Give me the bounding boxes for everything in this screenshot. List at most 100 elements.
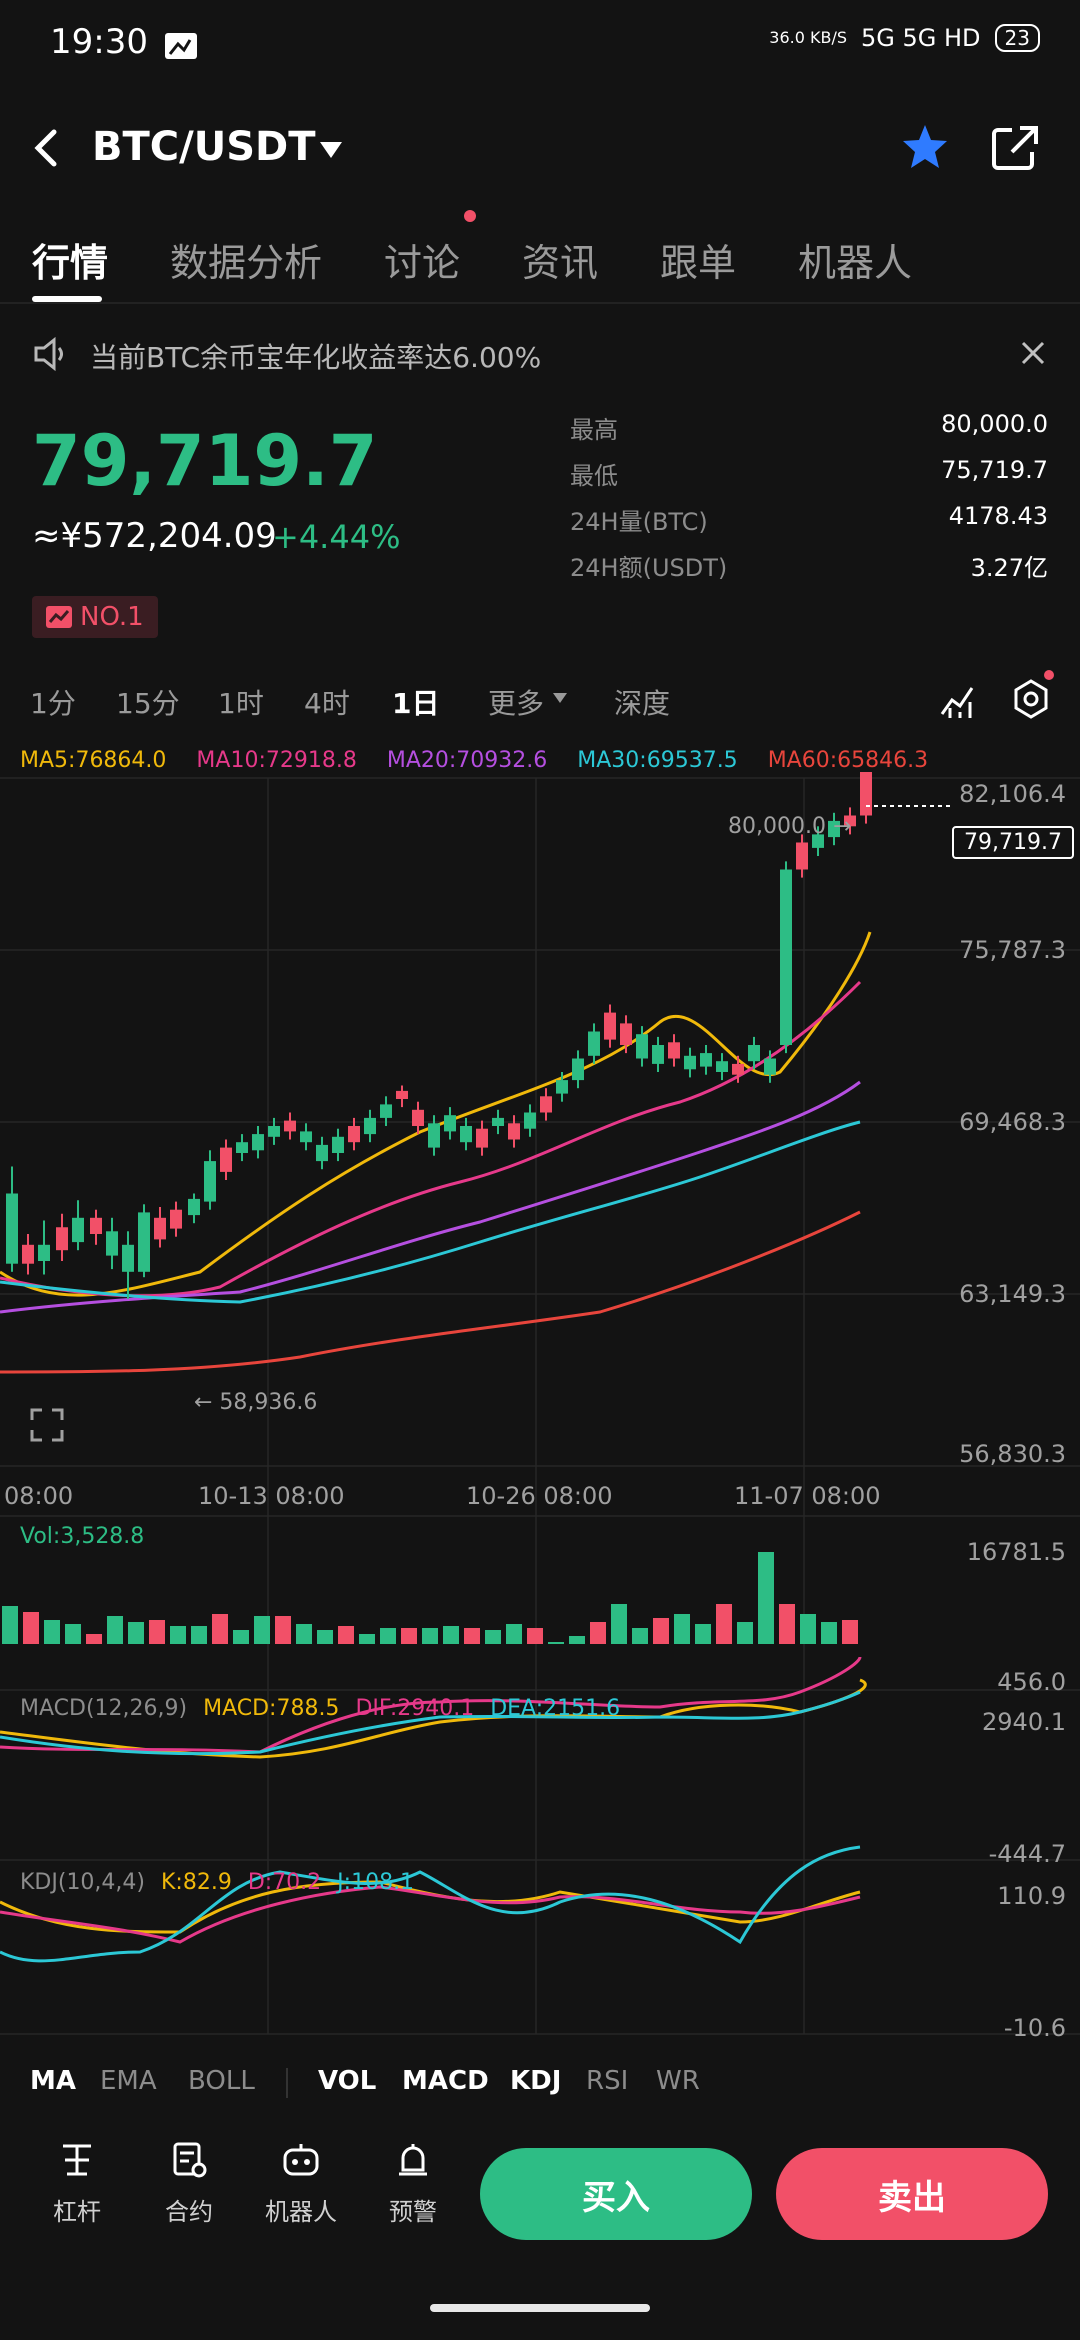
kdj-min: -10.6 <box>1003 2014 1066 2042</box>
candle-body <box>524 1112 536 1129</box>
tab-copy-trading[interactable]: 跟单 <box>660 241 737 285</box>
candle-body <box>22 1244 34 1264</box>
rank-badge[interactable]: NO.1 <box>32 596 158 638</box>
bottom-bot[interactable]: 机器人 <box>256 2140 346 2227</box>
share-icon[interactable] <box>990 124 1040 172</box>
volume-bar <box>275 1616 291 1644</box>
indicator-boll[interactable]: BOLL <box>188 2066 255 2096</box>
indicator-vol[interactable]: VOL <box>318 2066 377 2096</box>
candle-body <box>90 1217 102 1234</box>
candle-body <box>380 1104 392 1118</box>
candle-body <box>636 1034 648 1059</box>
volume-bar <box>842 1620 858 1644</box>
tab-bots[interactable]: 机器人 <box>798 241 913 285</box>
candle-body <box>556 1080 568 1094</box>
indicator-macd[interactable]: MACD <box>402 2066 489 2096</box>
bottom-leverage[interactable]: 杠杆 <box>32 2140 122 2227</box>
last-price-tag: 79,719.7 <box>952 826 1074 859</box>
tab-data-analysis[interactable]: 数据分析 <box>170 241 323 285</box>
tab-market[interactable]: 行情 <box>32 241 109 285</box>
stat-low-value: 75,719.7 <box>941 456 1048 484</box>
last-price: 79,719.7 <box>32 420 378 502</box>
ma-legend: MA5:76864.0 MA10:72918.8 MA20:70932.6 MA… <box>20 748 928 773</box>
volume-bar <box>86 1634 102 1644</box>
price-change: +4.44% <box>272 518 401 556</box>
timeframe-depth[interactable]: 深度 <box>614 687 671 720</box>
speaker-icon <box>34 336 63 372</box>
volume-bar <box>443 1626 459 1644</box>
bottom-alert[interactable]: 预警 <box>368 2140 458 2227</box>
timeframe-1m[interactable]: 1分 <box>30 687 76 720</box>
indicator-wr[interactable]: WR <box>656 2066 700 2096</box>
candle-body <box>268 1126 280 1137</box>
candle-body <box>716 1061 728 1072</box>
tab-active-indicator <box>32 296 102 302</box>
tab-news[interactable]: 资讯 <box>522 241 599 285</box>
stat-vol-label: 24H量(BTC) <box>570 508 708 536</box>
pair-dropdown-icon[interactable] <box>318 140 344 160</box>
indicator-kdj[interactable]: KDJ <box>510 2066 562 2096</box>
volume-bar <box>296 1624 312 1644</box>
candle-body <box>138 1212 150 1272</box>
indicator-ema[interactable]: EMA <box>100 2066 157 2096</box>
indicator-chart-icon[interactable] <box>938 680 978 720</box>
status-bar: 19:30 36.0 KB/S 5G 5G HD 23 <box>0 0 1080 90</box>
candle-body <box>652 1045 664 1064</box>
volume-bar <box>548 1642 564 1644</box>
volume-bar <box>128 1622 144 1644</box>
home-indicator[interactable] <box>430 2304 650 2312</box>
stat-high-value: 80,000.0 <box>941 410 1048 438</box>
kdj-legend: KDJ(10,4,4) K:82.9 D:70.2 J:108.1 <box>20 1870 414 1895</box>
indicator-ma[interactable]: MA <box>30 2066 76 2096</box>
settings-badge-dot <box>1044 670 1054 680</box>
volume-bar <box>695 1624 711 1644</box>
bottom-contract[interactable]: 合约 <box>144 2140 234 2227</box>
candle-body <box>540 1096 552 1113</box>
kdj-max: 110.9 <box>997 1882 1066 1910</box>
indicator-rsi[interactable]: RSI <box>586 2066 629 2096</box>
favorite-star-icon[interactable] <box>900 122 950 172</box>
signal-indicator: 5G 5G HD <box>861 24 981 52</box>
volume-bar <box>821 1622 837 1644</box>
volume-bar <box>254 1616 270 1644</box>
candle-body <box>604 1012 616 1040</box>
stat-amount-label: 24H额(USDT) <box>570 554 728 582</box>
tab-discussion[interactable]: 讨论 <box>384 241 461 285</box>
timeframe-4h[interactable]: 4时 <box>304 687 350 720</box>
candle-body <box>812 834 824 848</box>
more-dropdown-icon[interactable] <box>552 692 568 704</box>
notice-text[interactable]: 当前BTC余币宝年化收益率达6.00% <box>90 341 542 374</box>
candle-body <box>780 869 792 1045</box>
pair-title[interactable]: BTC/USDT <box>92 124 316 170</box>
macd-legend: MACD(12,26,9) MACD:788.5 DIF:2940.1 DEA:… <box>20 1696 620 1721</box>
trend-chart-icon <box>46 606 72 628</box>
stat-low-label: 最低 <box>570 462 618 490</box>
timeframe-1d[interactable]: 1日 <box>392 687 440 720</box>
back-icon[interactable] <box>28 126 64 170</box>
timeframe-more[interactable]: 更多 <box>488 687 545 720</box>
y-tick-2: 75,787.3 <box>959 936 1066 964</box>
rank-label: NO.1 <box>80 602 144 632</box>
close-icon[interactable] <box>1020 340 1046 366</box>
sell-button[interactable]: 卖出 <box>776 2148 1048 2240</box>
candle-body <box>106 1231 118 1256</box>
ma30-value: MA30:69537.5 <box>577 748 738 773</box>
timeframe-1h[interactable]: 1时 <box>218 687 264 720</box>
buy-button[interactable]: 买入 <box>480 2148 752 2240</box>
settings-icon[interactable] <box>1010 678 1052 720</box>
kdj-d-value: D:70.2 <box>247 1870 322 1895</box>
volume-bar <box>359 1634 375 1644</box>
kline-chart[interactable] <box>0 772 1080 2052</box>
candle-body <box>668 1042 680 1059</box>
x-tick-3: 10-26 08:00 <box>466 1482 613 1510</box>
price-cny: ≈¥572,204.09 <box>32 516 277 556</box>
volume-bar <box>233 1630 249 1644</box>
candle-body <box>428 1123 440 1148</box>
candle-body <box>412 1109 424 1126</box>
candle-body <box>316 1144 328 1162</box>
fullscreen-icon[interactable] <box>30 1408 64 1442</box>
timeframe-15m[interactable]: 15分 <box>116 687 180 720</box>
contract-icon <box>173 2142 207 2178</box>
kdj-name: KDJ(10,4,4) <box>20 1870 145 1895</box>
candle-body <box>492 1117 504 1126</box>
